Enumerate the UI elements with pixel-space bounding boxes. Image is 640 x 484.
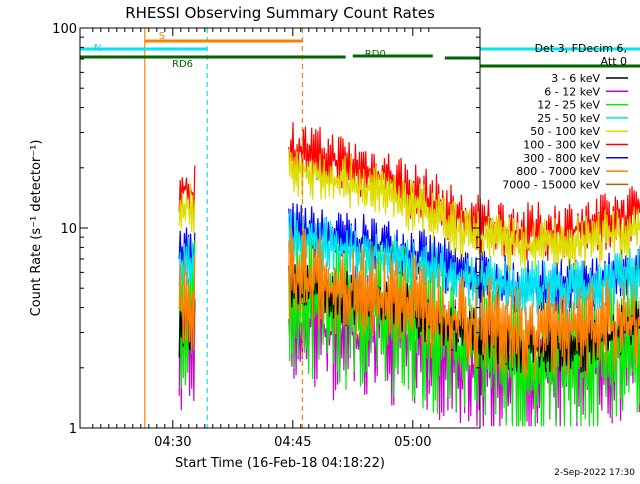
legend-label-4: 50 - 100 keV bbox=[530, 125, 600, 138]
legend-label-8: 7000 - 15000 keV bbox=[502, 178, 600, 191]
annotation-label-0: S bbox=[159, 31, 165, 42]
legend-label-3: 25 - 50 keV bbox=[537, 112, 600, 125]
x-tick-label-0: 04:30 bbox=[154, 435, 191, 450]
y-tick-label-0: 1 bbox=[69, 422, 77, 437]
x-tick-label-1: 04:45 bbox=[274, 435, 311, 450]
annotation-label-2: RD0 bbox=[365, 49, 386, 60]
plot-frame bbox=[79, 27, 481, 429]
series-line-5-seg-1 bbox=[288, 122, 640, 261]
annotation-group: S N RD0 RD6 bbox=[80, 28, 640, 428]
series-line-5-seg-0 bbox=[178, 165, 196, 218]
legend-label-6: 300 - 800 keV bbox=[523, 152, 600, 165]
series-line-7-seg-1 bbox=[288, 225, 640, 381]
footer-timestamp: 2-Sep-2022 17:30 bbox=[554, 468, 635, 478]
legend-label-1: 6 - 12 keV bbox=[544, 85, 600, 98]
y-tick-label-2: 100 bbox=[52, 22, 77, 37]
axes-group: 04:30 04:45 05:00 1 10 100 bbox=[52, 22, 481, 450]
legend-label-5: 100 - 300 keV bbox=[523, 139, 600, 152]
chart-title: RHESSI Observing Summary Count Rates bbox=[125, 4, 435, 22]
legend-header-line-1: Det 3, FDecim 6, bbox=[535, 42, 627, 55]
y-axis-label: Count Rate (s⁻¹ detector⁻¹) bbox=[29, 140, 44, 317]
series-line-3-seg-0 bbox=[178, 236, 196, 287]
plot-group bbox=[178, 122, 640, 427]
legend-label-2: 12 - 25 keV bbox=[537, 99, 600, 112]
legend-label-0: 3 - 6 keV bbox=[551, 72, 600, 85]
annotation-label-1: N bbox=[94, 43, 101, 54]
x-axis-label: Start Time (16-Feb-18 04:18:22) bbox=[175, 456, 385, 471]
series-line-7-seg-0 bbox=[178, 254, 196, 351]
legend-header-line-2: Att 0 bbox=[601, 55, 627, 68]
series-line-4-seg-0 bbox=[178, 183, 196, 234]
series-line-4-seg-1 bbox=[288, 149, 640, 272]
series-line-3-seg-1 bbox=[288, 211, 640, 316]
legend-label-7: 800 - 7000 keV bbox=[516, 165, 600, 178]
annotation-label-3: RD6 bbox=[172, 59, 193, 70]
y-tick-label-1: 10 bbox=[60, 222, 77, 237]
x-tick-label-2: 05:00 bbox=[394, 435, 431, 450]
